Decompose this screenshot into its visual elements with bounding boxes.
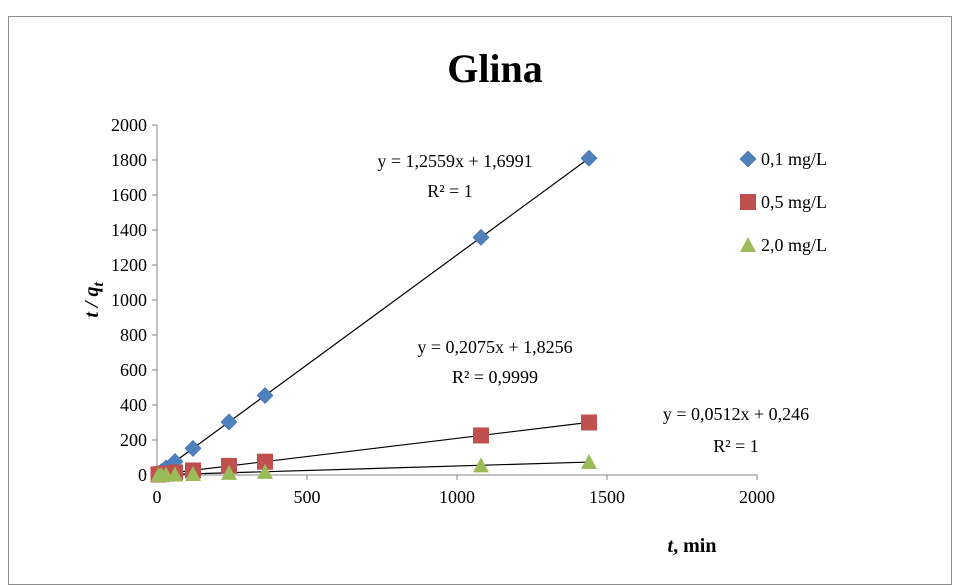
trendline-equation: y = 0,2075x + 1,8256	[417, 337, 572, 357]
legend-marker	[740, 194, 756, 210]
x-axis-label-unit: , min	[673, 535, 716, 557]
x-tick-label: 0	[153, 487, 162, 507]
y-tick-label: 1800	[111, 150, 147, 170]
x-tick-label: 1000	[439, 487, 475, 507]
data-point	[473, 457, 489, 473]
data-point	[221, 464, 237, 480]
x-axis-label-var: t	[668, 535, 675, 557]
data-point	[220, 413, 238, 431]
x-tick-label: 500	[294, 487, 321, 507]
y-tick-label: 2000	[111, 115, 147, 135]
data-point	[257, 453, 273, 470]
legend-marker	[739, 150, 757, 168]
y-tick-label: 1400	[111, 220, 147, 240]
data-point	[580, 149, 598, 167]
x-tick-labels: 0 500 1000 1500 2000	[153, 487, 776, 507]
legend-label: 0,5 mg/L	[761, 192, 827, 212]
trendline-r2: R² = 0,9999	[452, 367, 538, 387]
y-tick-label: 200	[120, 430, 147, 450]
trendline	[158, 157, 590, 475]
y-axis-label-sep: /	[81, 297, 103, 313]
data-points	[150, 149, 598, 483]
x-tick-label: 1500	[589, 487, 625, 507]
trendline-equation: y = 1,2559x + 1,6991	[377, 151, 532, 171]
trendline-r2: R² = 1	[713, 436, 759, 456]
legend-label: 2,0 mg/L	[761, 235, 827, 255]
x-axis-label: t, min	[668, 535, 717, 557]
y-tick-label: 1200	[111, 255, 147, 275]
y-axis-label-sub: t	[91, 282, 107, 287]
chart-title: Glina	[447, 46, 543, 91]
y-tick-label: 1000	[111, 290, 147, 310]
y-tick-label: 0	[138, 465, 147, 485]
data-point	[167, 466, 183, 482]
y-tick-label: 400	[120, 395, 147, 415]
data-point	[184, 439, 202, 457]
data-point	[581, 454, 597, 470]
chart-frame	[8, 16, 952, 585]
y-axis-label: t / qt	[81, 282, 107, 318]
axes	[152, 124, 758, 480]
y-tick-label: 1600	[111, 185, 147, 205]
y-tick-labels: 0 200 400 600 800 1000 1200 1400 1600 1800 2000	[111, 115, 147, 485]
legend: 0,1 mg/L 0,5 mg/L 2,0 mg/L	[739, 149, 827, 255]
x-tick-label: 2000	[739, 487, 775, 507]
y-tick-label: 600	[120, 360, 147, 380]
trendline-r2: R² = 1	[427, 181, 473, 201]
y-axis-label-b: q	[81, 287, 103, 297]
data-point	[185, 465, 201, 481]
y-tick-label: 800	[120, 325, 147, 345]
y-axis-label-a: t	[81, 311, 103, 318]
data-point	[581, 414, 597, 431]
data-point	[472, 228, 490, 246]
trendline-equations: y = 1,2559x + 1,6991 R² = 1 y = 0,2075x + …	[377, 151, 809, 456]
legend-marker	[740, 237, 756, 252]
legend-label: 0,1 mg/L	[761, 149, 827, 169]
trendlines	[158, 157, 590, 476]
data-point	[257, 463, 273, 479]
data-point	[473, 427, 489, 444]
trendline-equation: y = 0,0512x + 0,246	[663, 404, 809, 424]
data-point	[256, 387, 274, 404]
